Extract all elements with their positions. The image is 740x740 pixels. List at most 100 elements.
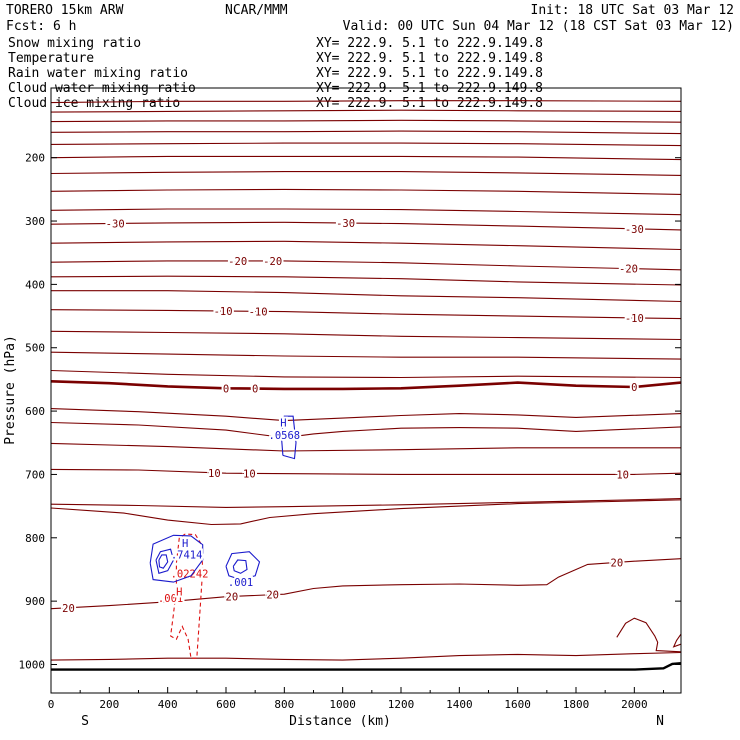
temperature-contour: [51, 221, 681, 231]
north-end-label: N: [656, 714, 664, 729]
legend: Snow mixing ratio XY= 222.9. 5.1 to 222.…: [8, 36, 543, 111]
temperature-contour: [51, 351, 681, 360]
temperature-contour: [51, 100, 681, 104]
cloud-water-value-label: .0568: [269, 430, 301, 442]
x-tick-label: 2000: [621, 698, 648, 711]
legend-name-cloud-ice: Cloud ice mixing ratio: [8, 96, 180, 111]
temperature-contour: [672, 633, 681, 648]
x-tick-label: 1800: [563, 698, 590, 711]
organization-label: NCAR/MMM: [225, 3, 288, 18]
cloud-water-label: H: [280, 417, 286, 429]
cloud-water-contour: [149, 534, 204, 583]
temperature-contour: [51, 119, 681, 123]
temperature-contour: [51, 497, 681, 508]
temperature-contour: [51, 408, 681, 422]
forecast-hour: Fcst: 6 h: [6, 19, 76, 34]
cloud-water-value-label: .7414: [171, 549, 203, 561]
x-tick-label: 1000: [329, 698, 356, 711]
ground-surface: [51, 662, 681, 671]
temperature-contour-label: -20: [619, 264, 638, 276]
temperature-contour-label: -10: [249, 306, 268, 318]
x-axis-label: Distance (km): [289, 714, 391, 729]
temperature-contour-label: 10: [616, 469, 629, 481]
temperature-contour: [51, 442, 681, 452]
legend-xy-snow: XY= 222.9. 5.1 to 222.9.149.8: [316, 36, 543, 51]
plot-area: -30 -30 -30 -20 -20 -20 -10 -10 -10 0 0 0 10 10 10 20 20…: [51, 100, 681, 671]
temperature-contour: [51, 380, 681, 391]
x-tick-label: 1600: [504, 698, 531, 711]
legend-xy-rain: XY= 222.9. 5.1 to 222.9.149.8: [316, 66, 543, 81]
temperature-contour-label: 20: [62, 603, 75, 615]
temperature-contour-label: -20: [263, 256, 282, 268]
temperature-contour-label: 20: [611, 557, 624, 569]
temperature-contour: [51, 275, 681, 286]
y-tick-label: 900: [25, 595, 45, 608]
cloud-water-contour: [232, 559, 248, 574]
x-tick-label: 1400: [446, 698, 473, 711]
temperature-contour: [51, 155, 681, 161]
x-tick-label: 800: [274, 698, 294, 711]
x-tick-label: 400: [158, 698, 178, 711]
temperature-contour-label: -30: [336, 218, 355, 230]
temperature-contour-label: -30: [625, 224, 644, 236]
temperature-contour: [51, 468, 681, 475]
cloud-water-contour: [158, 554, 169, 569]
legend-name-temperature: Temperature: [8, 51, 94, 66]
init-time: Init: 18 UTC Sat 03 Mar 12: [531, 3, 735, 18]
x-tick-label: 200: [99, 698, 119, 711]
plot-frame: [50, 87, 682, 694]
y-tick-label: 300: [25, 215, 45, 228]
y-tick-label: 200: [25, 152, 45, 165]
rain-value-label: H: [176, 587, 182, 599]
temperature-contour: [51, 208, 681, 216]
south-end-label: S: [81, 714, 89, 729]
temperature-contour: [51, 240, 681, 251]
cloud-water-contour: [155, 548, 175, 574]
temperature-contour-label: -30: [106, 219, 125, 231]
temperature-contour: [51, 290, 681, 303]
temperature-contour-label: 10: [208, 468, 221, 480]
temperature-contour: [51, 369, 681, 379]
valid-time: Valid: 00 UTC Sun 04 Mar 12 (18 CST Sat …: [343, 19, 734, 34]
y-tick-label: 400: [25, 278, 45, 291]
y-tick-label: 800: [25, 532, 45, 545]
legend-xy-temperature: XY= 222.9. 5.1 to 222.9.149.8: [316, 51, 543, 66]
temperature-contour-label: 10: [243, 468, 256, 480]
y-tick-label: 700: [25, 468, 45, 481]
cloud-water-contour: [280, 415, 297, 460]
temperature-contour-label: 20: [226, 591, 239, 603]
cloud-water-label: H: [182, 538, 188, 550]
cloud-water-contour: [225, 551, 261, 581]
temperature-contour: [51, 651, 681, 661]
temperature-contour: [51, 171, 681, 176]
rain-contour: [170, 533, 204, 659]
temperature-contour: [51, 558, 681, 610]
temperature-contour: [51, 188, 681, 195]
rain-value-label: .02242: [171, 568, 209, 580]
y-tick-label: 600: [25, 405, 45, 418]
x-tick-label: 600: [216, 698, 236, 711]
temperature-contour: [51, 309, 681, 320]
temperature-contour-label: 0: [631, 382, 637, 394]
temperature-contour-label: 20: [266, 590, 279, 602]
y-tick-label: 1000: [19, 658, 46, 671]
temperature-contour: [616, 617, 681, 653]
temperature-contour: [51, 330, 681, 341]
temperature-contour-label: 0: [252, 384, 258, 396]
temperature-contour-label: -20: [228, 256, 247, 268]
temperature-contour-label: 0: [223, 383, 229, 395]
y-axis-label: Pressure (hPa): [3, 335, 18, 445]
temperature-contour: [51, 499, 681, 526]
model-title: TORERO 15km ARW: [6, 3, 124, 18]
legend-name-snow: Snow mixing ratio: [8, 36, 141, 51]
cloud-water-label: .001: [228, 577, 253, 589]
temperature-contour: [51, 109, 681, 113]
temperature-contour: [51, 421, 681, 439]
legend-name-rain: Rain water mixing ratio: [8, 66, 188, 81]
temperature-contour-label: -10: [214, 306, 233, 318]
temperature-contour: [51, 260, 681, 271]
x-tick-label: 0: [48, 698, 55, 711]
temperature-contour: [51, 142, 681, 147]
